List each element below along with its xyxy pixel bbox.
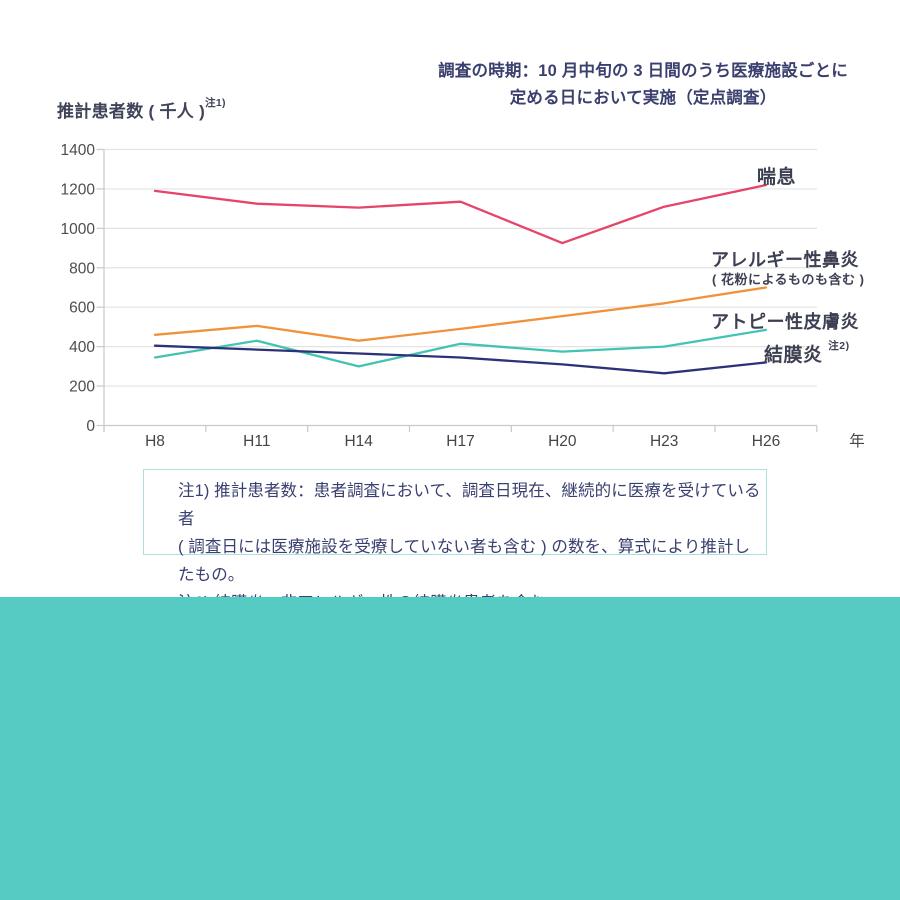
x-tick-label-H14: H14	[344, 433, 373, 450]
y-tick-label-1000: 1000	[61, 221, 96, 238]
line-chart: 0 200 400 600 800 1000 1200 1400 H8 H11 H14 H17 H20 H…	[61, 142, 865, 450]
legend-asthma: 喘息	[757, 167, 797, 188]
legend-conjunctivitis: 結膜炎 注2)	[764, 340, 850, 367]
x-axis-unit-label: 年	[849, 432, 865, 450]
footnotes-box: 注1) 推計患者数：患者調査において、調査日現在、継続的に医療を受けている者 (…	[143, 469, 767, 612]
series-line-2	[153, 328, 768, 368]
x-tick-label-H20: H20	[548, 433, 577, 450]
survey-period-line2: 定める日において実施（定点調査）	[509, 89, 777, 107]
survey-period-line1: 調査の時期：10 月中旬の 3 日間のうち医療施設ごとに	[438, 62, 848, 80]
y-tick-label-0: 0	[86, 418, 95, 435]
legend-conjunctivitis-text: 結膜炎	[764, 345, 823, 366]
footnote-1-line1: 注1) 推計患者数：患者調査において、調査日現在、継続的に医療を受けている者	[178, 482, 761, 528]
y-axis-title-text: 推計患者数 ( 千人 )	[57, 102, 206, 121]
legend-atopic-dermatitis: アトピー性皮膚炎	[711, 312, 859, 332]
legend-conjunctivitis-note-ref: 注2)	[828, 340, 850, 352]
y-tick-label-1400: 1400	[61, 142, 96, 159]
y-tick-label-200: 200	[69, 379, 95, 396]
x-tick-label-H11: H11	[243, 433, 270, 450]
x-tick-label-H17: H17	[446, 433, 474, 450]
x-tick-label-H8: H8	[145, 433, 165, 450]
series-line-1	[153, 286, 768, 342]
x-tick-label-H26: H26	[752, 433, 780, 450]
y-axis-title: 推計患者数 ( 千人 )注1)	[57, 97, 226, 122]
y-axis-title-note-ref: 注1)	[205, 97, 226, 109]
y-tick-label-1200: 1200	[61, 181, 96, 198]
y-tick-label-400: 400	[69, 339, 95, 356]
survey-period-note: 調査の時期：10 月中旬の 3 日間のうち医療施設ごとに 定める日において実施（…	[438, 58, 848, 112]
series-line-0	[153, 183, 768, 245]
x-tick-label-H23: H23	[650, 433, 678, 450]
footer-banner: Allergies アレルギー疾患 推計患者数の年次推移 アレルギー疾患により医…	[0, 597, 900, 900]
legend-allergic-rhinitis: アレルギー性鼻炎	[711, 250, 859, 270]
y-tick-label-600: 600	[69, 300, 95, 317]
footnote-1-line2: ( 調査日には医療施設を受療していない者も含む ) の数を、算式により推計したも…	[178, 538, 751, 584]
y-tick-label-800: 800	[69, 260, 95, 277]
legend-allergic-rhinitis-sub: ( 花粉によるものも含む )	[712, 272, 865, 287]
series-line-3	[153, 344, 768, 375]
